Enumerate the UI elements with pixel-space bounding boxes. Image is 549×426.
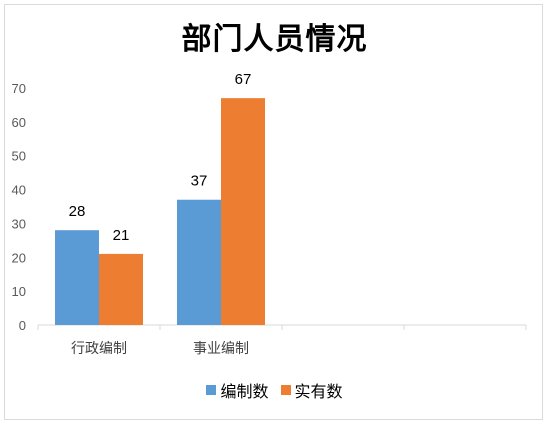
bar-2 xyxy=(99,253,143,325)
y-tick-label: 70 xyxy=(12,81,26,96)
data-label: 67 xyxy=(235,71,252,88)
y-tick-label: 0 xyxy=(19,318,26,333)
chart-title: 部门人员情况 xyxy=(181,22,368,57)
y-tick-label: 30 xyxy=(12,216,26,231)
data-label: 28 xyxy=(69,203,86,220)
legend-label-series-2: 实有数 xyxy=(294,382,343,401)
data-label: 21 xyxy=(113,227,130,244)
bar-1 xyxy=(55,230,99,325)
bar-1 xyxy=(177,199,221,325)
x-category-label: 行政编制 xyxy=(71,341,127,357)
legend: 编制数 实有数 xyxy=(0,378,549,402)
y-tick-label: 10 xyxy=(12,284,26,299)
y-tick-label: 60 xyxy=(12,115,26,130)
legend-item-series-2: 实有数 xyxy=(280,378,343,402)
chart-frame xyxy=(4,4,543,420)
legend-label-series-1: 编制数 xyxy=(220,382,269,401)
y-tick-label: 20 xyxy=(12,250,26,265)
legend-item-series-1: 编制数 xyxy=(206,378,269,402)
legend-swatch-series-1 xyxy=(206,385,217,395)
y-tick-label: 50 xyxy=(12,149,26,164)
data-label: 37 xyxy=(191,173,208,190)
y-tick-label: 40 xyxy=(12,183,26,198)
bar-2 xyxy=(221,98,265,326)
legend-swatch-series-2 xyxy=(280,385,291,395)
x-category-label: 事业编制 xyxy=(193,341,249,357)
